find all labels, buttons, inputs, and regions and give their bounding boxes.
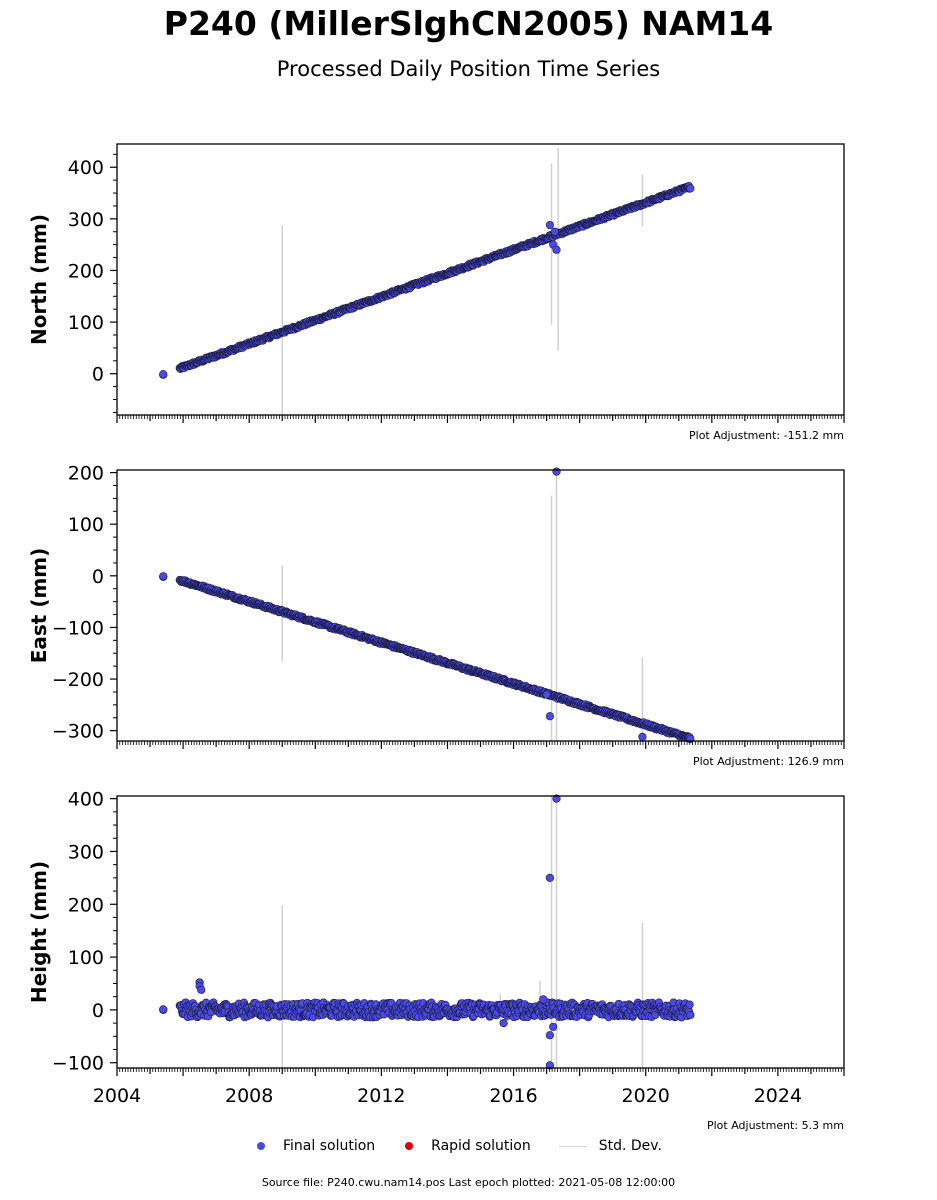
height-ytick-label-5: 400 (68, 789, 104, 811)
east-ytick-label-1: −200 (52, 669, 104, 691)
height-axes-frame (116, 795, 845, 1069)
std-dev-line-marker (558, 1145, 587, 1147)
xtick-label-2: 2012 (357, 1085, 405, 1107)
height-outlier-2 (197, 985, 206, 994)
east-plot-adjustment: Plot Adjustment: 126.9 mm (692, 755, 844, 768)
xtick-label-4: 2020 (622, 1085, 670, 1107)
legend-final: Final solution (255, 1138, 375, 1154)
rapid-solution-marker (405, 1142, 414, 1150)
east-point-700 (686, 734, 695, 744)
height-point-700 (686, 1010, 695, 1020)
height-outlier-6 (545, 1031, 554, 1040)
east-point-start-2 (159, 572, 168, 581)
north-ytick-label-3: 300 (68, 209, 104, 231)
legend-std: Std. Dev. (558, 1138, 662, 1154)
xtick-label-5: 2024 (754, 1085, 802, 1107)
east-outlier-1 (552, 467, 561, 476)
chart-title: P240 (MillerSlghCN2005) NAM14 (163, 4, 774, 43)
north-axes-frame (116, 143, 845, 416)
north-ytick-label-0: 0 (92, 364, 104, 386)
height-ytick-label-0: −100 (52, 1053, 104, 1075)
east-ytick-label-0: −300 (52, 721, 104, 743)
xtick-label-3: 2016 (489, 1085, 537, 1107)
east-ytick-label-3: 0 (92, 566, 104, 588)
north-outlier-2 (552, 245, 561, 254)
north-ytick-label-4: 400 (68, 157, 104, 179)
north-series-points (159, 182, 695, 379)
height-outlier-3 (545, 873, 554, 882)
north-outlier-3 (550, 227, 559, 236)
height-outlier-4 (552, 794, 561, 803)
height-ytick-label-1: 0 (92, 1000, 104, 1022)
chart-subtitle: Processed Daily Position Time Series (276, 57, 661, 81)
height-point-699 (685, 1000, 694, 1009)
source-note: Source file: P240.cwu.nam14.pos Last epo… (261, 1176, 676, 1189)
east-ylabel: East (mm) (27, 548, 51, 664)
height-ytick-label-3: 200 (68, 894, 104, 916)
legend-final-label: Final solution (283, 1138, 376, 1154)
legend: Final solution Rapid solution Std. Dev. (255, 1138, 690, 1154)
height-ytick-label-2: 100 (68, 947, 104, 969)
xtick-label-0: 2004 (93, 1085, 141, 1107)
east-outlier-0 (545, 712, 554, 721)
east-outlier-3 (542, 690, 551, 699)
xtick-label-1: 2008 (225, 1085, 273, 1107)
height-ytick-label-4: 300 (68, 841, 104, 863)
north-ytick-label-1: 100 (68, 312, 104, 334)
legend-std-label: Std. Dev. (598, 1138, 662, 1154)
east-ytick-label-4: 100 (68, 514, 104, 536)
north-outlier-0 (545, 220, 554, 230)
height-outlier-7 (549, 1022, 558, 1031)
north-plot-adjustment: Plot Adjustment: -151.2 mm (689, 429, 844, 442)
east-ytick-label-2: −100 (52, 617, 104, 639)
height-plot-adjustment: Plot Adjustment: 5.3 mm (706, 1119, 844, 1132)
north-ylabel: North (mm) (27, 214, 51, 345)
height-point-start-2 (159, 1005, 168, 1014)
height-outlier-8 (545, 1061, 554, 1070)
legend-rapid-label: Rapid solution (431, 1138, 531, 1154)
legend-rapid: Rapid solution (403, 1138, 531, 1154)
height-outlier-5 (539, 995, 548, 1004)
north-point-700 (686, 184, 695, 193)
east-ytick-label-5: 200 (68, 463, 104, 485)
final-solution-marker (257, 1142, 265, 1150)
east-outlier-2 (638, 732, 647, 741)
north-ytick-label-2: 200 (68, 260, 104, 282)
east-axes-frame (116, 469, 845, 742)
east-series-points (159, 467, 695, 744)
north-point-start-2 (159, 370, 168, 379)
height-outlier-9 (499, 1019, 508, 1028)
height-series-points (159, 794, 695, 1070)
height-ylabel: Height (mm) (27, 861, 51, 1003)
